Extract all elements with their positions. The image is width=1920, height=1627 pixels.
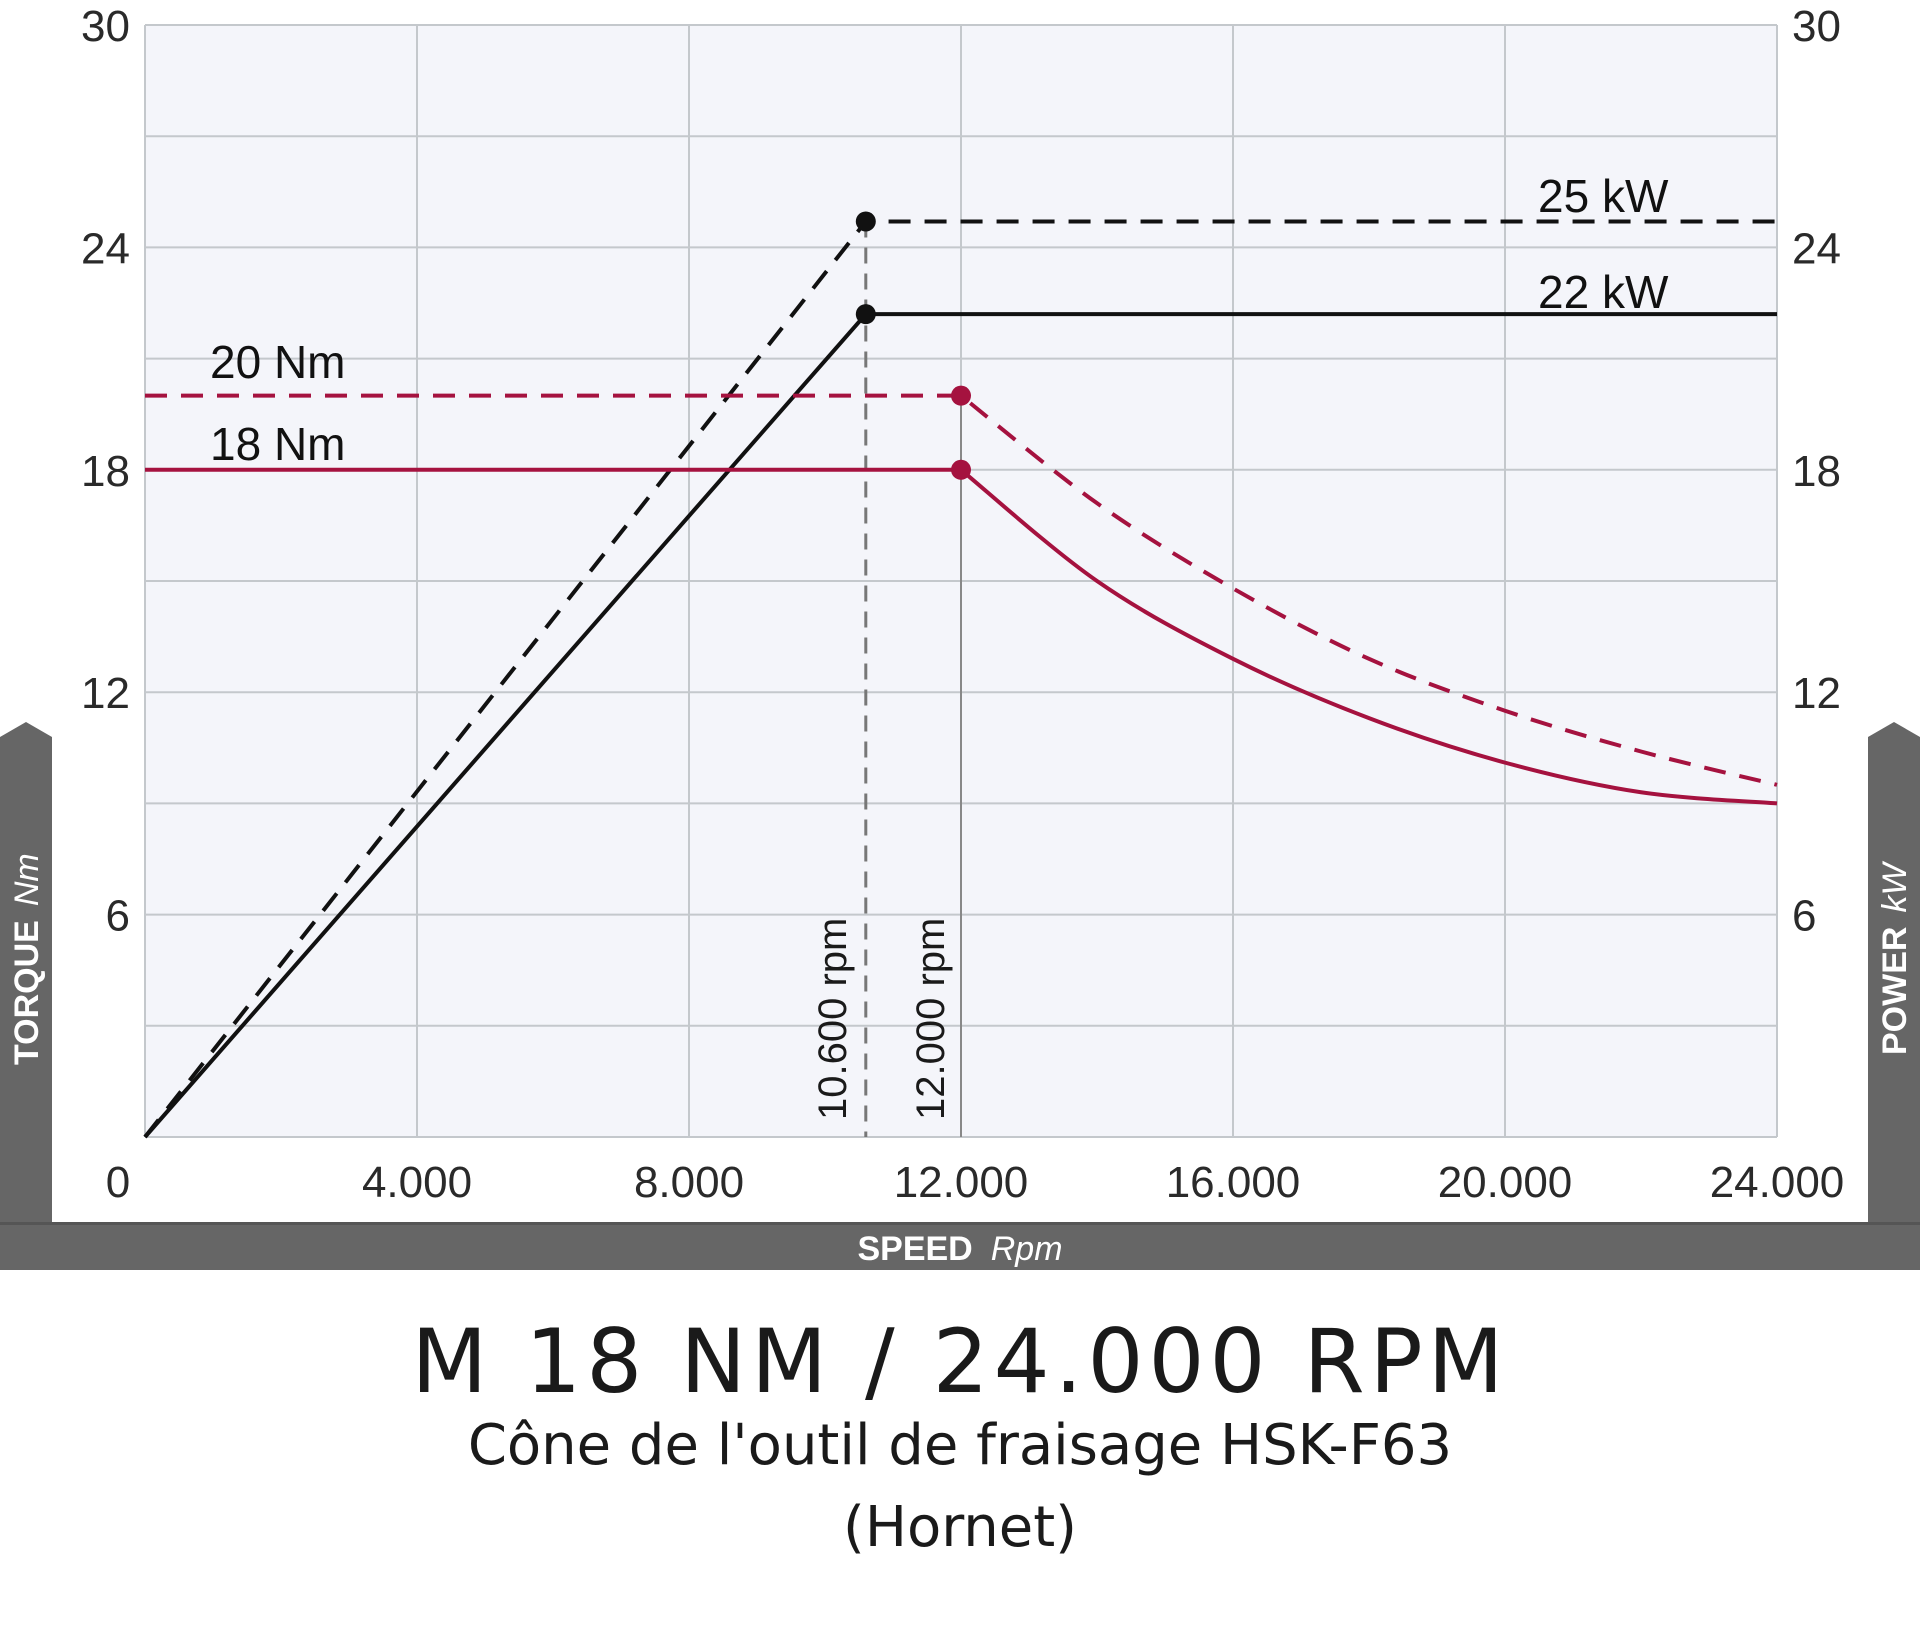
series-label-18nm: 18 Nm — [210, 418, 345, 470]
axis-bands: TORQUENm POWERkW SPEED Rpm — [0, 722, 1920, 1270]
series-line — [145, 393, 1778, 787]
data-point-marker — [951, 459, 971, 480]
y-left-tick-label: 12 — [81, 669, 130, 718]
speed-axis-title: SPEED Rpm — [857, 1230, 1062, 1268]
x-tick-label: 12.000 — [894, 1158, 1029, 1207]
x-tick-label: 20.000 — [1438, 1158, 1573, 1207]
x-tick-label: 16.000 — [1166, 1158, 1301, 1207]
tick-labels: 0 4.000 8.000 12.000 16.000 20.000 24.000 6 6 12 1… — [81, 2, 1844, 1207]
x-tick-label: 0 — [106, 1158, 130, 1207]
guide-lines — [864, 221, 962, 1137]
y-right-tick-label: 24 — [1792, 224, 1841, 273]
data-point-marker — [951, 385, 971, 406]
series-labels: 25 kW 22 kW 20 Nm 18 Nm — [210, 170, 1669, 470]
y-right-tick-label: 12 — [1792, 669, 1841, 718]
y-left-tick-label: 18 — [81, 447, 130, 496]
y-left-tick-label: 6 — [106, 892, 130, 941]
series-line — [145, 467, 1778, 806]
y-right-tick-label: 18 — [1792, 447, 1841, 496]
x-tick-label: 24.000 — [1710, 1158, 1845, 1207]
power-axis-band — [1868, 722, 1920, 1222]
data-point-marker — [855, 304, 876, 325]
chart: TORQUENm POWERkW SPEED Rpm 0 4.000 8.000 12.00… — [0, 2, 1920, 1270]
power-axis-title: POWERkW — [1876, 861, 1914, 1055]
y-right-tick-label: 6 — [1792, 892, 1816, 941]
chart-caption-subtitle-2: (Hornet) — [842, 1495, 1077, 1560]
annotation-10600-rpm: 10.600 rpm — [811, 918, 855, 1120]
torque-axis-title: TORQUENm — [8, 853, 46, 1065]
x-tick-label: 4.000 — [362, 1158, 472, 1207]
series-label-20nm: 20 Nm — [210, 336, 345, 388]
series-label-25kw: 25 kW — [1538, 170, 1669, 222]
torque-axis-band — [0, 722, 52, 1222]
markers — [855, 211, 971, 480]
data-point-marker — [855, 211, 876, 232]
x-tick-label: 8.000 — [634, 1158, 744, 1207]
y-right-tick-label: 30 — [1792, 2, 1841, 51]
y-left-tick-label: 30 — [81, 2, 130, 51]
y-left-tick-label: 24 — [81, 224, 130, 273]
speed-axis-band — [0, 1222, 1920, 1270]
annotations: 10.600 rpm 12.000 rpm — [811, 918, 953, 1120]
chart-caption-title: M 18 NM / 24.000 RPM — [411, 1310, 1509, 1413]
speed-axis-band-edge — [0, 1222, 1920, 1225]
chart-caption-subtitle: Cône de l'outil de fraisage HSK-F63 — [467, 1413, 1453, 1478]
series-label-22kw: 22 kW — [1538, 266, 1669, 318]
annotation-12000-rpm: 12.000 rpm — [909, 918, 953, 1120]
